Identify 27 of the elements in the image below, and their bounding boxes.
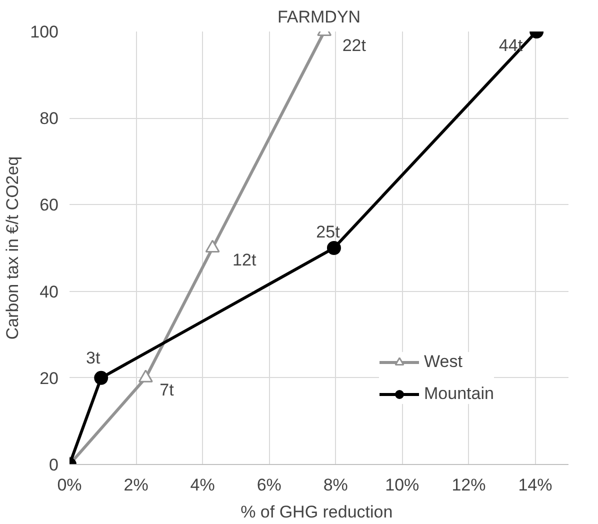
y-tick-label: 80 (40, 109, 59, 128)
x-tick-label: 8% (323, 476, 348, 494)
x-tick-label: 4% (190, 476, 215, 494)
x-tick-label: 10% (385, 476, 420, 494)
legend-label: Mountain (424, 384, 494, 404)
x-tick-label: 14% (518, 476, 552, 494)
x-tick-label: 0% (57, 476, 82, 494)
annotation: 25t (316, 222, 340, 242)
x-tick-label: 2% (124, 476, 148, 494)
x-tick-label: 12% (452, 476, 486, 494)
annotation: 22t (342, 36, 366, 55)
y-tick-label: 40 (40, 282, 59, 302)
annotation: 44t (498, 36, 523, 55)
x-axis-title: % of GHG reduction (240, 502, 393, 522)
y-tick-label: 20 (40, 368, 59, 388)
annotation: 7t (160, 380, 174, 400)
point (138, 370, 153, 382)
point (326, 241, 341, 255)
x-tick-label: 6% (256, 476, 282, 494)
y-tick-label: 0 (49, 456, 59, 474)
legend-label: West (424, 352, 462, 372)
annotation: 12t (232, 250, 256, 270)
chart-title: FARMDYN (277, 8, 361, 26)
y-axis-title: Carbon tax in €/t CO2eq (3, 156, 22, 340)
y-tick-label: 100 (30, 22, 59, 42)
y-tick-label: 60 (40, 196, 59, 215)
annotation: 3t (86, 348, 100, 368)
